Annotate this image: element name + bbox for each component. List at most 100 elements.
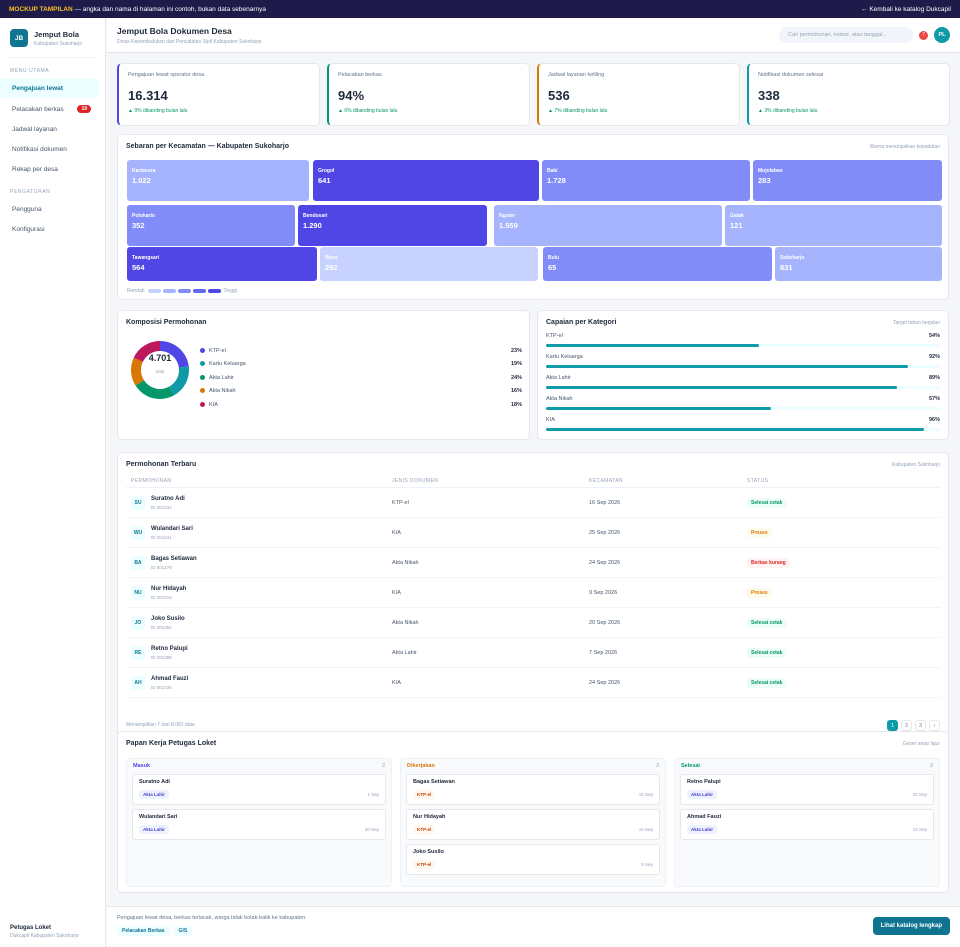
achievement-bar [546,428,940,431]
donut-slice-akta-nikah[interactable] [131,357,144,386]
requester-initials: SU [131,495,145,510]
page-button-2[interactable]: 2 [901,720,912,731]
banner-tag: MOCKUP TAMPILAN [9,5,73,13]
board-card[interactable]: Wulandari Sari Akta Lahir 20 Sep [132,809,386,840]
table-row[interactable]: NU Nur Hidayah ID 001315 KIA 9 Sep 2026 Prose… [126,578,940,608]
board-card-date: 9 Sep [641,862,653,867]
col-jenis-dokumen: JENIS DOKUMEN [392,477,439,484]
brand-name: Jemput Bola [34,29,80,39]
legend-dot [200,361,205,367]
avatar[interactable]: PL [934,27,950,43]
board-column-count: 2 [381,763,385,769]
sidebar-item-notifikasi-dokumen[interactable]: Notifikasi dokumen [0,140,99,159]
legend-label-wrap: Akta Nikah [200,388,236,394]
treemap-cell-nguter[interactable]: Nguter 1.559 [494,205,722,246]
board-card[interactable]: Suratno Adi Akta Lahir 1 Sep [132,774,386,805]
legend-dot [200,401,205,407]
donut-slice-akta-lahir[interactable] [135,380,174,399]
next-page-button[interactable]: › [929,720,940,731]
donut-slice-ktp-el[interactable] [160,341,189,368]
treemap-cell-name: Grogol [318,168,335,174]
footer-chip[interactable]: Pelacakan Berkas [117,926,170,936]
request-cell: SU Suratno Adi ID 001234 [131,495,392,510]
sidebar-item-rekap-per-desa[interactable]: Rekap per desa [0,160,99,179]
board-column-count: 3 [655,763,659,769]
requester-name: Retno Palupi [151,645,188,652]
board-card[interactable]: Joko Susilo KTP-el 9 Sep [406,844,660,875]
kpi-label: Pelacakan berkas [338,72,382,78]
search-input[interactable]: Cari permohonan, nomor, atau tanggal... [779,27,913,43]
document-type: Akta Nikah [392,619,419,626]
treemap-cell-tawangsari[interactable]: Tawangsari 564 [127,247,317,281]
composition-donut [131,341,189,399]
treemap-cell-weru[interactable]: Weru 292 [320,247,538,281]
page-button-1[interactable]: 1 [887,720,898,731]
board-card-meta: KTP-el 9 Sep [413,860,653,869]
sidebar-main-menu: Pengajuan lewat Pelacakan berkas 19 Jadwal … [0,79,105,179]
board-card[interactable]: Nur Hidayah KTP-el 16 Sep [406,809,660,840]
full-catalog-button[interactable]: Lihat katalog lengkap [872,917,950,935]
treemap-cell-sukoharjo[interactable]: Sukoharjo 831 [775,247,942,281]
treemap-cell-grogol[interactable]: Grogol 641 [313,160,539,201]
request-date: 16 Sep 2026 [589,499,621,506]
table-row[interactable]: SU Suratno Adi ID 001234 KTP-el 16 Sep 2026 S… [126,488,940,518]
requester-name: Wulandari Sari [151,525,193,532]
treemap-cell-mojolaban[interactable]: Mojolaban 283 [753,160,942,201]
table-row[interactable]: RE Retno Palupi ID 001389 Akta Lahir 7 Sep 2… [126,638,940,668]
board-card[interactable]: Bagas Setiawan KTP-el 15 Sep [406,774,660,805]
board-column-selesai: Selesai 2 Retno Palupi Akta Lahir 20 Sep Ahma… [674,758,940,887]
footer-chip[interactable]: GIS [173,926,193,936]
requester-initials: JO [131,615,145,630]
treemap-cell-kartasura[interactable]: Kartasura 1.022 [127,160,309,201]
legend-low-label: Rendah [127,288,145,294]
board-note: Geser antar lajur [902,740,940,747]
achievement-item: Kartu Keluarga 92% [546,354,940,375]
sidebar-item-pengguna[interactable]: Pengguna [0,200,99,219]
table-row[interactable]: WU Wulandari Sari ID 001241 KIA 25 Sep 2026 P… [126,518,940,548]
treemap-cell-value: 352 [132,221,145,230]
achievement-card: Capaian per Kategori Target tahun berjal… [537,310,949,440]
treemap-cell-baki[interactable]: Baki 1.728 [542,160,750,201]
user-name: Petugas Loket [10,925,52,931]
sidebar-item-label: Jadwal layanan [12,126,57,133]
sidebar-item-pelacakan-berkas[interactable]: Pelacakan berkas 19 [0,99,99,119]
treemap-cell-bendosari[interactable]: Bendosari 1.290 [298,205,487,246]
requester-info: Wulandari Sari ID 001241 [151,526,193,540]
status-badge: Selesai cetak [747,497,787,508]
document-type: KIA [392,589,401,596]
treemap-cell-value: 1.559 [499,221,518,230]
request-date: 9 Sep 2026 [589,589,618,596]
treemap-cell-value: 564 [132,263,145,272]
requester-initials: RE [131,645,145,660]
back-to-catalog-link[interactable]: ← Kembali ke katalog Dukcapil [861,5,951,13]
board-card-tag: Akta Lahir [687,825,718,834]
sidebar-item-jadwal-layanan[interactable]: Jadwal layanan [0,120,99,139]
request-cell: RE Retno Palupi ID 001389 [131,645,392,660]
status-cell: Selesai cetak [747,617,787,628]
page-button-3[interactable]: 3 [915,720,926,731]
legend-label-wrap: KIA [200,402,218,408]
table-row[interactable]: AH Ahmad Fauzi ID 001426 KIA 24 Sep 2026 Sele… [126,668,940,698]
treemap-cell-bulu[interactable]: Bulu 65 [543,247,772,281]
treemap-cell-polokarto[interactable]: Polokarto 352 [127,205,295,246]
request-cell: NU Nur Hidayah ID 001315 [131,585,392,600]
board-card[interactable]: Retno Palupi Akta Lahir 20 Sep [680,774,934,805]
treemap-cell-gatak[interactable]: Gatak 121 [725,205,942,246]
board-column-dikerjakan: Dikerjakan 3 Bagas Setiawan KTP-el 15 Sep Nur… [400,758,666,887]
sidebar-item-konfigurasi[interactable]: Konfigurasi [0,220,99,239]
donut-slice-kartu-keluarga[interactable] [169,366,189,396]
sidebar-item-pengajuan-lewat[interactable]: Pengajuan lewat [0,79,99,98]
requester-info: Nur Hidayah ID 001315 [151,586,186,600]
table-row[interactable]: BA Bagas Setiawan ID 001278 Akta Nikah 24 Se… [126,548,940,578]
page-title: Jemput Bola Dokumen Desa [117,25,232,36]
treemap-cell-name: Bendosari [303,213,328,219]
board-card-meta: Akta Lahir 1 Sep [139,790,379,799]
table-row[interactable]: JO Joko Susilo ID 001352 Akta Nikah 20 Sep 2… [126,608,940,638]
board-card[interactable]: Ahmad Fauzi Akta Lahir 14 Sep [680,809,934,840]
notification-badge[interactable]: 7 [919,30,928,40]
donut-slice-kia[interactable] [133,341,160,362]
achievement-item: KTP-el 54% [546,333,940,354]
composition-legend-item: Kartu Keluarga 19% [200,358,522,372]
sidebar: JB Jemput Bola Kabupaten Sukoharjo MENU … [0,18,106,947]
status-cell: Proses [747,587,772,598]
